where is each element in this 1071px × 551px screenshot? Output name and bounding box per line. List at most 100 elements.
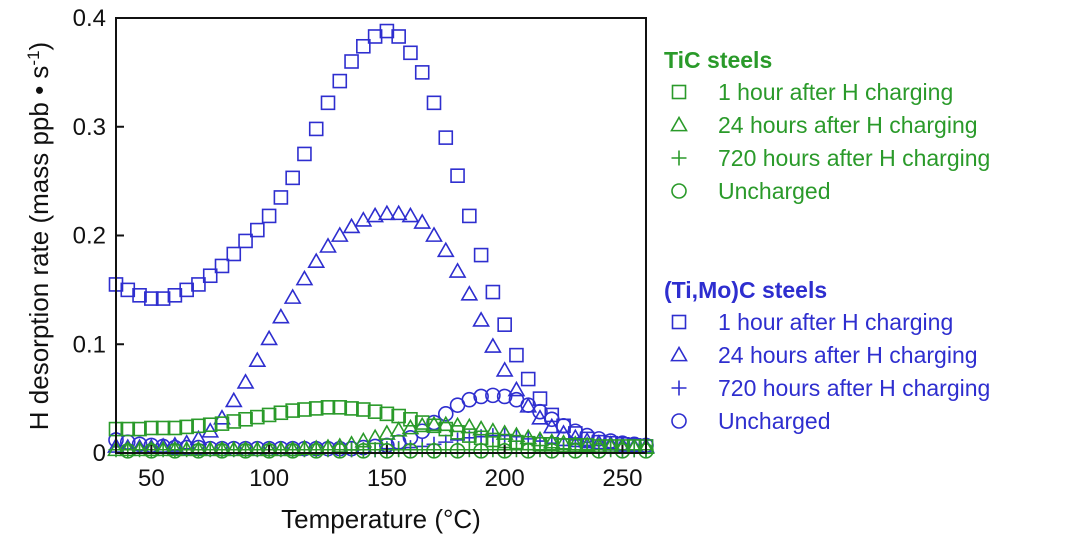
ti-mo-c-steels-triangle-point — [295, 269, 314, 286]
ti-mo-c-steels-triangle-point — [319, 237, 337, 253]
tic-steels-square-point — [356, 402, 371, 417]
tic-steels-square-point — [379, 406, 395, 422]
legend-triangle-icon — [670, 115, 688, 132]
tic-steels-square-point — [414, 415, 430, 430]
tic-steels-square-point — [191, 418, 206, 434]
ti-mo-c-steels-triangle-point — [448, 262, 467, 278]
tic-steels-circle-point — [543, 443, 560, 459]
ti-mo-c-steels-square-point — [473, 247, 489, 263]
tic-steels-circle-point — [308, 443, 325, 459]
ti-mo-c-steels-square-point — [367, 29, 383, 44]
ti-mo-c-steels-square-point — [273, 190, 289, 205]
ti-mo-c-steels-triangle-point — [248, 351, 267, 367]
ti-mo-c-steels-square-point — [344, 54, 359, 69]
tic-steels-square-point — [167, 420, 183, 436]
tic-steels-triangle-point — [472, 419, 490, 436]
x-tick-label: 100 — [249, 465, 289, 492]
tic-steels-circle-point — [331, 443, 348, 459]
tic-steels-circle-point — [402, 443, 419, 459]
ti-mo-c-steels-square-point — [414, 65, 430, 80]
ti-mo-c-steels-triangle-point — [507, 380, 526, 397]
ti-mo-c-steels-triangle-point — [413, 213, 432, 229]
y-tick-label: 0.2 — [73, 223, 106, 250]
legend-square-icon — [671, 84, 687, 100]
legend-entry-label: 720 hours after H charging — [718, 375, 990, 401]
ti-mo-c-steels-triangle-point — [283, 288, 302, 304]
ti-mo-c-steels-square-point — [144, 291, 159, 306]
ti-mo-c-steels-triangle-point — [389, 204, 408, 221]
ti-mo-c-steels-square-point — [167, 288, 183, 303]
tic-steels-square-point — [155, 420, 171, 436]
tic-steels-square-point — [403, 411, 418, 427]
ti-mo-c-steels-triangle-point — [201, 422, 220, 438]
tic-steels-circle-point — [496, 443, 513, 459]
tic-steels-triangle-point — [425, 415, 443, 432]
tic-steels-circle-point — [591, 443, 607, 459]
tic-steels-triangle-point — [495, 424, 514, 440]
ti-mo-c-steels-circle-point — [485, 387, 501, 404]
ti-mo-c-steels-triangle-point — [401, 206, 420, 223]
x-tick-label: 150 — [367, 465, 407, 492]
ti-mo-c-steels-triangle-point — [495, 361, 514, 377]
tic-steels-triangle-point — [460, 417, 479, 434]
ti-mo-c-steels-circle-point — [437, 406, 454, 422]
ti-mo-c-steels-circle-point — [496, 388, 513, 405]
legend-entry-label: 720 hours after H charging — [718, 145, 990, 171]
ti-mo-c-steels-circle-point — [461, 391, 478, 408]
ti-mo-c-steels-triangle-point — [224, 391, 243, 408]
ti-mo-c-steels-triangle-point — [484, 337, 502, 353]
ti-mo-c-steels-square-point — [320, 95, 336, 111]
tic-steels-triangle-point — [401, 418, 420, 435]
tic-steels-square-point — [144, 420, 159, 436]
legend-entry-label: 24 hours after H charging — [718, 342, 978, 368]
tic-steels-square-point — [202, 417, 218, 433]
legend-plus-icon — [671, 150, 687, 166]
ti-mo-c-steels-triangle-point — [236, 373, 255, 389]
ti-mo-c-steels-triangle-point — [460, 285, 479, 301]
tic-steels-circle-point — [614, 443, 631, 459]
ti-mo-c-steels-triangle-point — [425, 226, 443, 242]
tic-steels-square-point — [344, 401, 359, 416]
ti-mo-c-steels-square-point — [226, 246, 242, 262]
tic-steels-circle-point — [567, 443, 584, 459]
ti-mo-c-steels-square-point — [261, 208, 277, 224]
tic-steels-circle-point — [520, 443, 537, 459]
y-axis-title: H desorption rate (mass ppb • s-1) — [24, 42, 54, 430]
tic-steels-circle-point — [379, 443, 395, 459]
tic-steels-square-point — [308, 401, 324, 416]
ti-mo-c-steels-square-point — [462, 208, 477, 224]
tic-steels-triangle-point — [389, 421, 408, 437]
legend-circle-icon — [671, 183, 687, 199]
tic-steels-square-point — [367, 404, 383, 419]
ti-mo-c-steels-square-point — [544, 407, 560, 423]
ti-mo-c-steels-square-point — [132, 288, 147, 303]
tic-steels-triangle-point — [413, 416, 432, 433]
ti-mo-c-steels-square-point — [403, 45, 418, 61]
y-tick-label: 0 — [93, 440, 106, 467]
y-tick-label: 0.1 — [73, 331, 106, 358]
tic-steels-circle-point — [237, 443, 254, 459]
tic-steels-circle-point — [214, 443, 230, 459]
tic-steels-square-point — [332, 400, 348, 415]
ti-mo-c-steels-square-point — [297, 146, 312, 162]
tic-steels-circle-point — [261, 443, 277, 459]
ti-mo-c-steels-square-point — [285, 170, 300, 186]
legend-group-title: (Ti,Mo)C steels — [664, 277, 827, 303]
tic-steels-square-point — [238, 411, 253, 427]
tic-steels-square-point — [179, 419, 194, 435]
ti-mo-c-steels-triangle-point — [378, 204, 396, 221]
x-axis-title: Temperature (°C) — [281, 504, 481, 534]
y-axis-title-main: H desorption rate (mass ppb • s — [24, 66, 54, 431]
ti-mo-c-steels-triangle-point — [260, 329, 278, 346]
tic-steels-square-point — [120, 421, 136, 437]
tic-steels-square-point — [261, 407, 277, 423]
tic-steels-square-point — [285, 403, 300, 418]
tic-steels-triangle-point — [507, 426, 526, 443]
ti-mo-c-steels-square-point — [191, 277, 206, 292]
ti-mo-c-steels-square-point — [202, 268, 218, 284]
x-tick-label: 250 — [602, 465, 642, 492]
tic-steels-circle-point — [190, 443, 207, 459]
ti-mo-c-steels-square-point — [450, 168, 465, 183]
plot-frame — [115, 17, 647, 454]
